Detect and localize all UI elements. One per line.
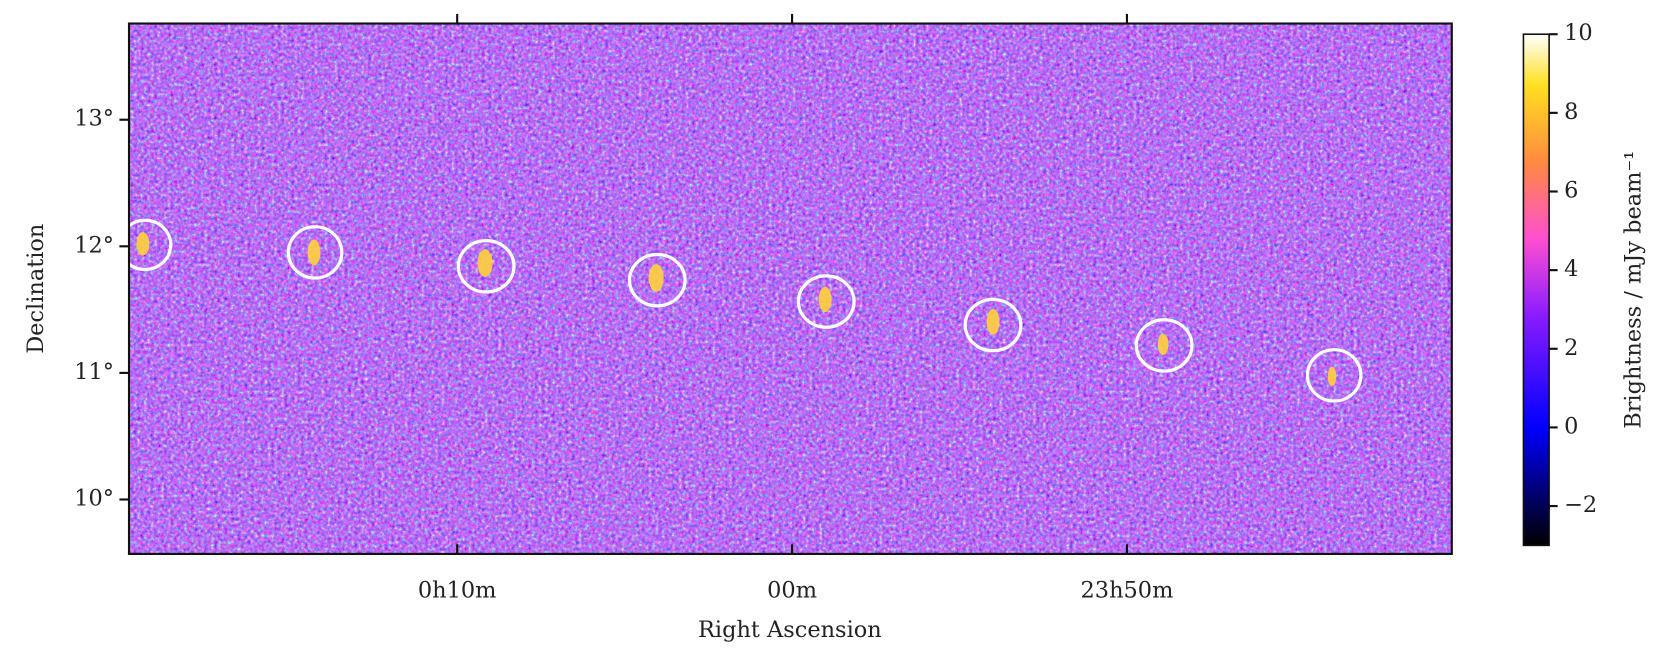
x-tick-label: 23h50m — [1081, 577, 1174, 603]
colorbar-tick-label: 0 — [1564, 413, 1578, 439]
colorbar-label: Brightness / mJy beam⁻¹ — [1621, 151, 1647, 429]
x-tick-label: 00m — [767, 577, 817, 603]
colorbar-tick-label: 2 — [1564, 335, 1578, 361]
y-tick-label: 10° — [74, 485, 114, 511]
colorbar-tick-label: 6 — [1564, 177, 1578, 203]
colorbar — [1522, 33, 1550, 547]
colorbar-tick-label: 4 — [1564, 256, 1578, 282]
y-tick-label: 11° — [74, 359, 114, 385]
colorbar-tick-label: 8 — [1564, 99, 1578, 125]
x-axis-label: Right Ascension — [698, 617, 882, 643]
plot-frame — [127, 22, 1453, 555]
y-tick-label: 12° — [74, 232, 114, 258]
x-tick-label: 0h10m — [418, 577, 497, 603]
y-tick-label: 13° — [74, 106, 114, 132]
y-axis-label: Declination — [23, 224, 49, 354]
sources — [136, 232, 1337, 387]
colorbar-tick-label: −2 — [1564, 492, 1597, 518]
sky-image — [129, 23, 1452, 554]
colorbar-tick-label: 10 — [1564, 20, 1593, 46]
source-circles — [129, 218, 1363, 403]
